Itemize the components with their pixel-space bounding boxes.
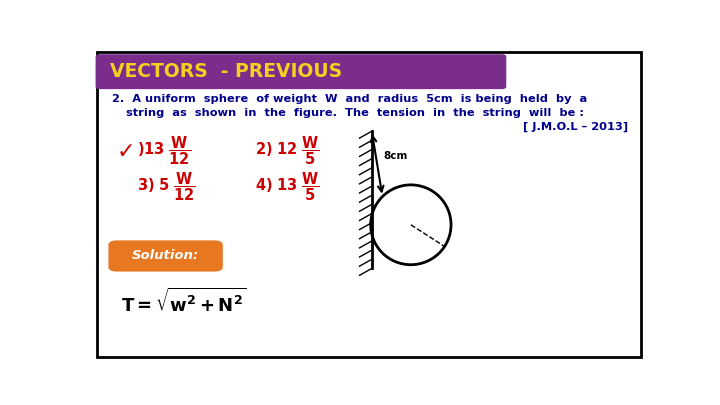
Text: 2.  A uniform  sphere  of weight  W  and  radius  5cm  is being  held  by  a: 2. A uniform sphere of weight W and radi… <box>112 94 588 104</box>
FancyBboxPatch shape <box>109 241 222 272</box>
Text: Solution:: Solution: <box>132 249 199 262</box>
Text: $\mathbf{T=\sqrt{w^2+N^2}}$: $\mathbf{T=\sqrt{w^2+N^2}}$ <box>121 287 246 315</box>
Text: $\mathbf{2)\ 12\ \dfrac{W}{5}}$: $\mathbf{2)\ 12\ \dfrac{W}{5}}$ <box>255 134 320 167</box>
Text: $\mathbf{4)\ 13\ \dfrac{W}{5}}$: $\mathbf{4)\ 13\ \dfrac{W}{5}}$ <box>255 170 320 203</box>
Text: $\mathbf{)13\ \dfrac{W}{12}}$: $\mathbf{)13\ \dfrac{W}{12}}$ <box>138 134 192 167</box>
FancyBboxPatch shape <box>96 52 642 357</box>
Text: 8cm: 8cm <box>384 151 408 161</box>
Text: [ J.M.O.L – 2013]: [ J.M.O.L – 2013] <box>523 122 629 132</box>
Text: ✓: ✓ <box>117 142 135 162</box>
Text: $\mathbf{3)\ 5\ \dfrac{W}{12}}$: $\mathbf{3)\ 5\ \dfrac{W}{12}}$ <box>138 170 197 203</box>
FancyBboxPatch shape <box>96 54 506 89</box>
Text: string  as  shown  in  the  figure.  The  tension  in  the  string  will  be :: string as shown in the figure. The tensi… <box>126 108 584 118</box>
Text: VECTORS  - PREVIOUS: VECTORS - PREVIOUS <box>109 62 342 81</box>
